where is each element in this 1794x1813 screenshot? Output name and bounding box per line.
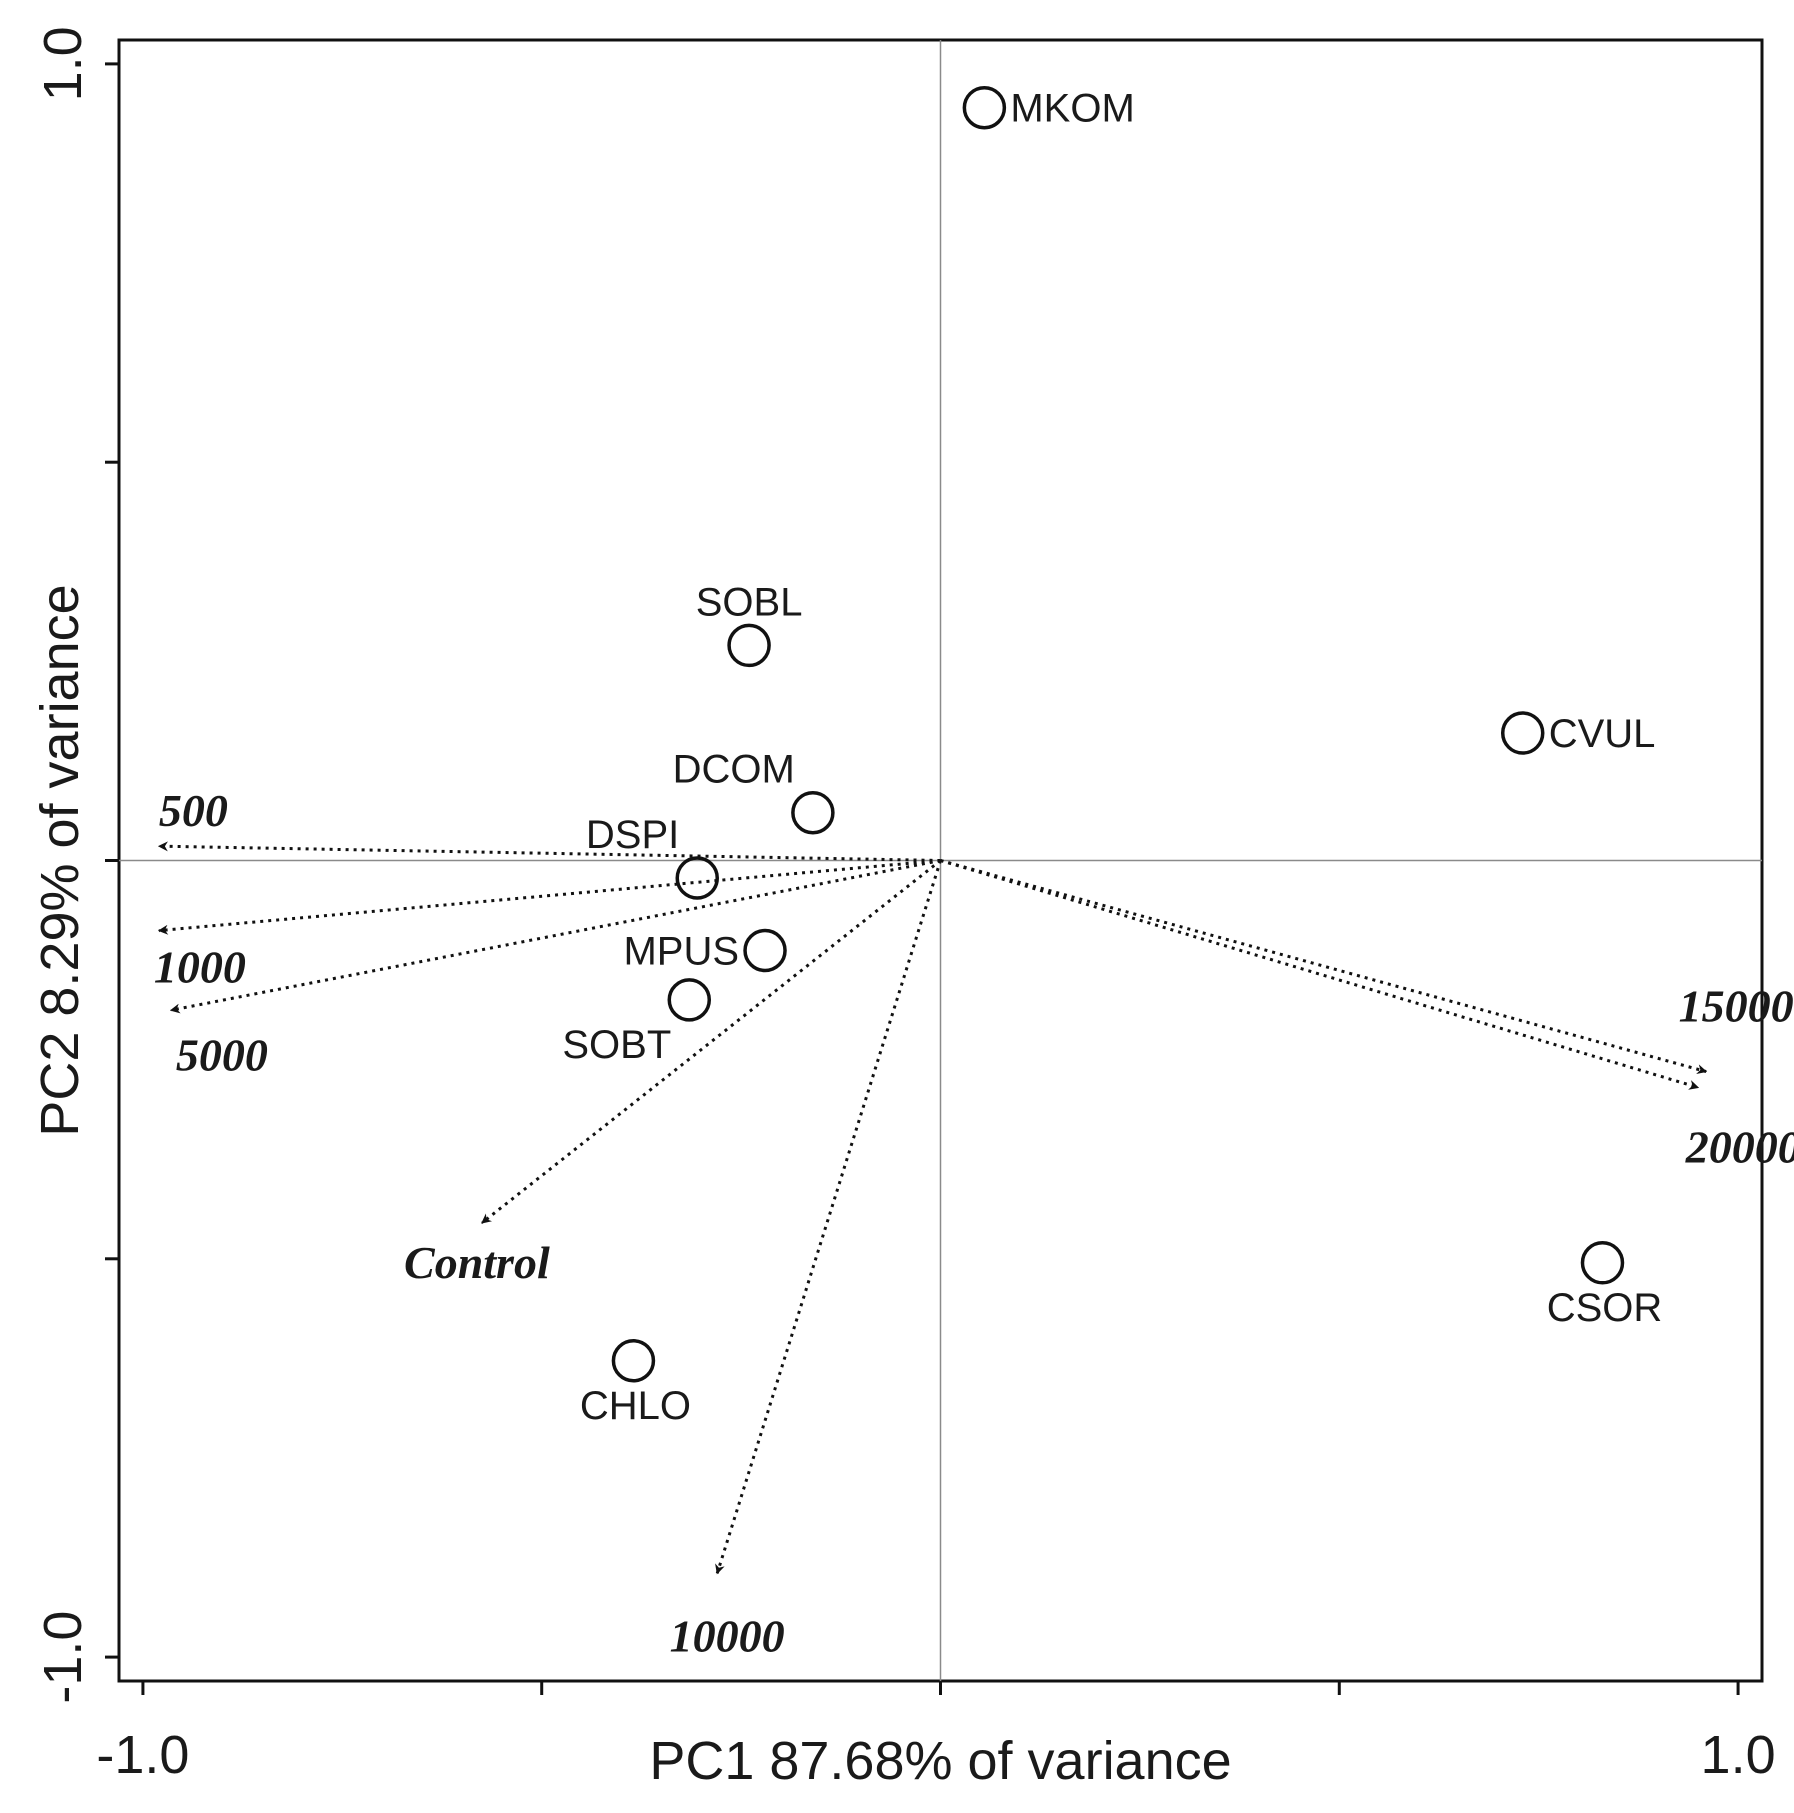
point-label-chlo: CHLO [580, 1384, 691, 1428]
point-label-sobl: SOBL [696, 580, 803, 624]
vector-label-500: 500 [159, 785, 228, 836]
vector-arrow-20000 [940, 859, 1700, 1090]
x-axis-label: PC1 87.68% of variance [649, 1731, 1231, 1791]
y-axis-label: PC2 8.29% of variance [30, 584, 90, 1136]
point-sobt [667, 978, 712, 1022]
vector-label-15000: 15000 [1679, 981, 1794, 1032]
vector-label-5000: 5000 [176, 1029, 268, 1080]
vector-label-10000: 10000 [670, 1610, 785, 1661]
vector-label-20000: 20000 [1685, 1122, 1794, 1173]
point-chlo [611, 1339, 656, 1383]
vector-label-control: Control [404, 1237, 550, 1288]
x-tick-label: -1.0 [96, 1725, 189, 1785]
vector-arrow-10000 [715, 860, 942, 1575]
point-sobl [727, 623, 771, 668]
vector-arrow-control [480, 859, 942, 1225]
vector-arrow-5000 [169, 859, 941, 1014]
point-dcom [791, 790, 835, 835]
point-label-csor: CSOR [1547, 1286, 1663, 1330]
point-label-cvul: CVUL [1549, 712, 1656, 756]
vector-label-1000: 1000 [154, 942, 246, 993]
point-label-sobt: SOBT [562, 1023, 671, 1067]
point-dspi [675, 856, 719, 900]
point-cvul [1500, 711, 1545, 755]
point-mpus [743, 928, 787, 973]
point-label-mpus: MPUS [623, 930, 739, 974]
vector-arrow-1000 [157, 859, 941, 935]
y-tick-label: -1.0 [33, 1611, 93, 1704]
vector-arrow-15000 [940, 859, 1708, 1075]
y-tick-label: 1.0 [33, 26, 93, 101]
vector-arrow-500 [157, 841, 941, 862]
point-label-mkom: MKOM [1010, 87, 1134, 131]
point-csor [1580, 1241, 1625, 1285]
point-label-dcom: DCOM [673, 748, 795, 792]
x-tick-label: 1.0 [1701, 1725, 1776, 1785]
point-label-dspi: DSPI [586, 813, 679, 857]
point-mkom [962, 85, 1007, 130]
